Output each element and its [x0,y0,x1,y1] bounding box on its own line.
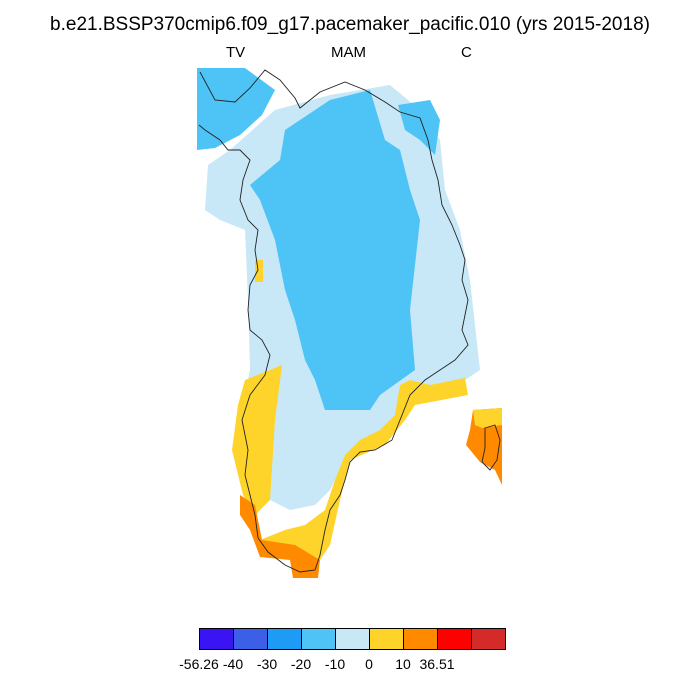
colorbar-label: -30 [256,656,278,672]
interior-region [250,90,420,410]
colorbar-box [233,628,268,650]
center-string: MAM [331,44,366,61]
colorbar-box [335,628,370,650]
colorbar-label: 36.51 [419,656,455,672]
colorbar-box [301,628,336,650]
colorbar-box [403,628,438,650]
left-string: TV [226,44,246,61]
plot-title: b.e21.BSSP370cmip6.f09_g17.pacemaker_pac… [50,14,650,35]
west-warm-region [232,365,282,515]
colorbar-label: -40 [222,656,244,672]
southeast-warm-region [260,378,468,560]
south-hot-region [240,495,320,578]
colorbar-label: -20 [290,656,312,672]
coastline [198,69,469,573]
colorbar-box [369,628,404,650]
right-string: C [461,44,472,61]
west-warm-spot [255,260,263,282]
north-east-blue [398,100,440,155]
colorbar-box [437,628,472,650]
east-warm-region [473,408,502,428]
colorbar-label: 10 [395,656,411,672]
colorbar-label: -56.26 [179,656,219,672]
east-island-coastline [481,424,501,471]
colorbar-box [471,628,506,650]
colorbar-label: -10 [324,656,346,672]
colorbar-box [199,628,234,650]
colorbar-label: 0 [365,656,373,672]
colorbar-box [267,628,302,650]
north-west-blue [197,68,275,150]
